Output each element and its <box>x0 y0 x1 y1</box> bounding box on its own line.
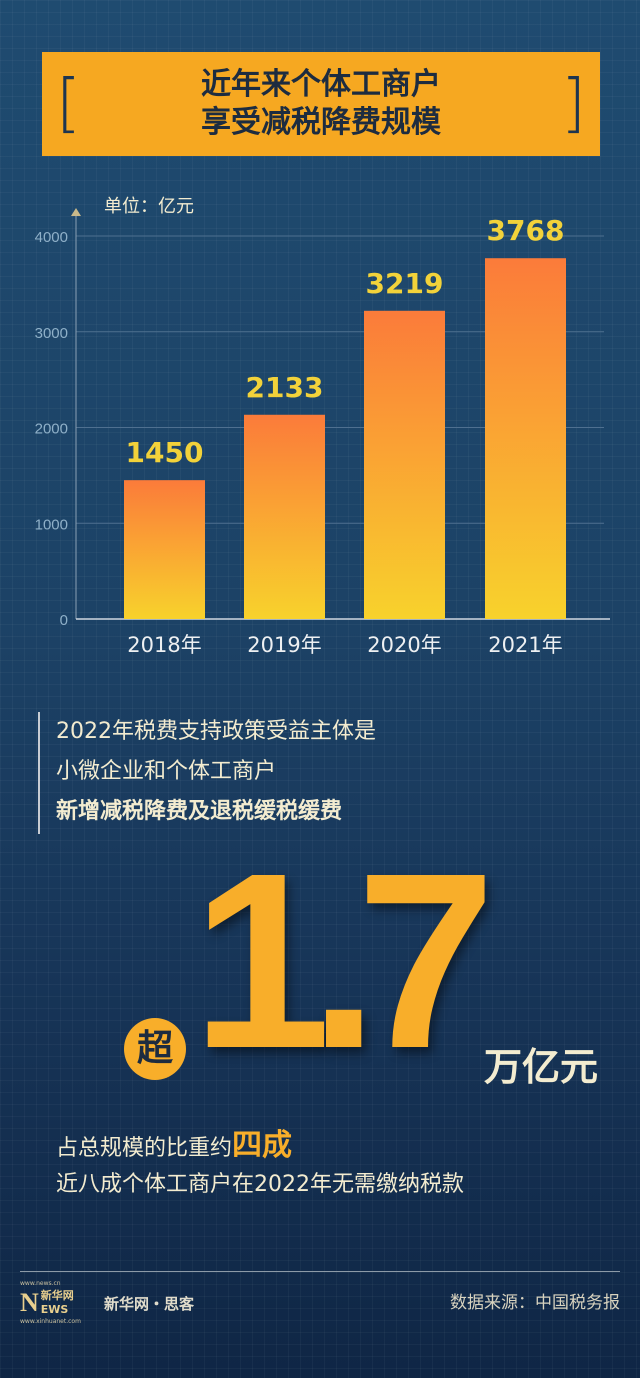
y-tick-label: 1000 <box>35 516 68 533</box>
policy-line-2: 小微企业和个体工商户 <box>56 759 277 784</box>
y-tick-label: 4000 <box>35 229 68 246</box>
y-tick-label: 0 <box>60 612 68 629</box>
headline-number: 1.7 <box>192 821 496 1100</box>
logo-text-stack: 新华网 EWS <box>41 1289 74 1317</box>
data-label: 1450 <box>126 436 204 469</box>
y-tick-label: 2000 <box>35 421 68 438</box>
footer-divider <box>20 1271 620 1272</box>
title-line-1: 近年来个体工商户 <box>201 67 441 102</box>
y-tick-label: 3000 <box>35 325 68 342</box>
xinhua-logo: www.news.cn N 新华网 EWS www.xinhuanet.com <box>20 1280 96 1326</box>
bar-2021年 <box>485 258 566 619</box>
policy-text-block: 2022年税费支持政策受益主体是 小微企业和个体工商户 新增减税降费及退税缓税缓… <box>38 712 376 834</box>
brand-name: 新华网・思客 <box>104 1295 195 1313</box>
logo-ews: EWS <box>40 1303 69 1316</box>
title-line-2: 享受减税降费规模 <box>201 105 441 140</box>
logo-url-top: www.news.cn <box>20 1280 61 1287</box>
bar-2018年 <box>124 480 205 619</box>
unit-label: 单位：亿元 <box>104 196 194 217</box>
data-label: 2133 <box>246 371 324 404</box>
x-tick-label: 2020年 <box>367 633 441 657</box>
note-line: 近八成个体工商户在2022年无需缴纳税款 <box>56 1172 464 1197</box>
share-text: 占总规模的比重约 <box>56 1136 233 1161</box>
logo-letter: N <box>20 1288 39 1317</box>
share-value: 四成 <box>232 1128 293 1163</box>
bar-2019年 <box>244 414 325 619</box>
x-tick-label: 2018年 <box>127 633 201 657</box>
logo-cn: 新华网 <box>40 1289 74 1302</box>
headline-unit: 万亿元 <box>484 1045 599 1089</box>
policy-line-1: 2022年税费支持政策受益主体是 <box>56 719 376 744</box>
bracket-right: ] <box>561 67 586 141</box>
logo-url-bottom: www.xinhuanet.com <box>20 1318 81 1325</box>
bar-2020年 <box>364 310 445 619</box>
prefix-badge: 超 <box>124 1018 186 1080</box>
policy-line-3: 新增减税降费及退税缓税缓费 <box>56 799 343 824</box>
data-label: 3219 <box>366 267 444 300</box>
logo-mark: N 新华网 EWS <box>20 1288 96 1318</box>
x-tick-label: 2021年 <box>488 633 562 657</box>
data-source: 数据来源：中国税务报 <box>450 1293 620 1313</box>
x-tick-label: 2019年 <box>247 633 321 657</box>
bracket-left: [ <box>56 67 81 141</box>
title-banner: [ ] 近年来个体工商户 享受减税降费规模 <box>42 52 600 156</box>
y-axis-arrow-icon <box>71 208 81 216</box>
share-line: 占总规模的比重约四成 <box>56 1120 292 1164</box>
page-title: 近年来个体工商户 享受减税降费规模 <box>42 66 600 142</box>
data-label: 3768 <box>487 214 565 247</box>
bar-chart: 0 1000 2000 3000 4000 1450 2018年 2133 2019年 3219… <box>35 208 610 657</box>
